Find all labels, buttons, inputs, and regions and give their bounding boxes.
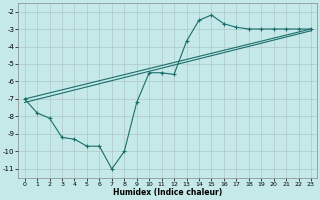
X-axis label: Humidex (Indice chaleur): Humidex (Indice chaleur) — [113, 188, 222, 197]
